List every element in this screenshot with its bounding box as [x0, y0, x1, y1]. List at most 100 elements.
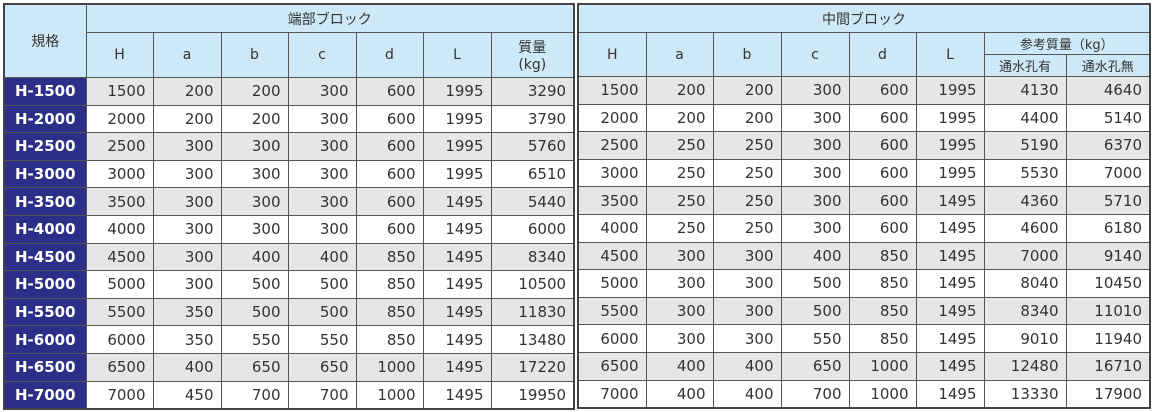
mid-col-a: a — [645, 32, 714, 77]
end-cell: 11830 — [490, 297, 575, 327]
mid-col-l: L — [915, 32, 985, 77]
mid-col-d: d — [848, 32, 917, 77]
mid-cell: 250 — [645, 158, 714, 188]
mid-cell: 200 — [645, 76, 714, 105]
mid-col-c: c — [780, 32, 850, 77]
table-row: 6500 400 400 650 1000 1495 12480 16710 — [577, 351, 1151, 381]
mid-cell: 850 — [848, 269, 917, 298]
end-cell: 1000 — [355, 352, 424, 382]
end-cell: 3790 — [490, 104, 575, 134]
end-cell: 600 — [355, 159, 424, 189]
mid-cell: 300 — [780, 103, 850, 133]
mid-cell: 300 — [645, 296, 714, 326]
end-cell: 2500 — [85, 132, 154, 161]
end-cell: 600 — [355, 214, 424, 244]
end-col-mass: 質量 (kg) — [490, 32, 575, 78]
end-cell: 1495 — [422, 380, 492, 410]
mid-cell: 4360 — [983, 186, 1067, 215]
table-row: 2000 200 200 300 600 1995 4400 5140 — [577, 103, 1151, 133]
table-row: 5000 300 300 500 850 1495 8040 10450 — [577, 269, 1151, 298]
table-row: H-4000 4000 300 300 300 600 1495 6000 — [3, 214, 575, 244]
mid-mass-with-holes: 通水孔有 — [983, 54, 1067, 77]
mid-cell: 300 — [645, 324, 714, 353]
end-cell: 6000 — [85, 325, 154, 354]
end-cell: 3500 — [85, 187, 154, 216]
table-row: H-7000 7000 450 700 700 1000 1495 19950 — [3, 380, 575, 410]
end-cell: 850 — [355, 325, 424, 354]
end-cell: 350 — [152, 297, 222, 327]
end-cell: 19950 — [490, 380, 575, 410]
mid-cell: 4640 — [1065, 76, 1151, 105]
table-row: H-5000 5000 300 500 500 850 1495 10500 — [3, 270, 575, 299]
end-col-c: c — [287, 32, 357, 78]
end-cell: 300 — [220, 214, 289, 244]
end-cell: 700 — [220, 380, 289, 410]
mid-cell: 8340 — [983, 296, 1067, 326]
end-cell: 300 — [287, 159, 357, 189]
mid-cell: 6370 — [1065, 131, 1151, 160]
spec-cell: H-2500 — [3, 132, 87, 161]
end-cell: 300 — [152, 214, 222, 244]
mid-cell: 9010 — [983, 324, 1067, 353]
mid-cell: 200 — [712, 103, 782, 133]
spec-cell: H-4500 — [3, 242, 87, 272]
table-row: 3000 250 250 300 600 1995 5530 7000 — [577, 158, 1151, 188]
end-cell: 10500 — [490, 270, 575, 299]
mid-mass-without-holes: 通水孔無 — [1065, 54, 1151, 77]
mid-cell: 6500 — [577, 351, 647, 381]
end-block-table: 規格 端部ブロック H a b c d L 質量 (kg) H-1500 1500 2… — [3, 3, 576, 411]
mid-cell: 8040 — [983, 269, 1067, 298]
end-cell: 3000 — [85, 159, 154, 189]
end-cell: 300 — [287, 104, 357, 134]
end-cell: 550 — [220, 325, 289, 354]
end-cell: 4500 — [85, 242, 154, 272]
end-cell: 1995 — [422, 132, 492, 161]
spec-cell: H-5000 — [3, 270, 87, 299]
mid-cell: 300 — [712, 324, 782, 353]
table-row: H-2000 2000 200 200 300 600 1995 3790 — [3, 104, 575, 134]
end-cell: 1495 — [422, 352, 492, 382]
mid-cell: 300 — [645, 269, 714, 298]
end-cell: 700 — [287, 380, 357, 410]
end-cell: 300 — [220, 132, 289, 161]
end-cell: 300 — [287, 77, 357, 106]
mid-cell: 1995 — [915, 131, 985, 160]
mid-cell: 300 — [712, 269, 782, 298]
end-cell: 300 — [287, 187, 357, 216]
mid-cell: 550 — [780, 324, 850, 353]
end-cell: 200 — [220, 77, 289, 106]
mid-cell: 700 — [780, 379, 850, 409]
spec-header: 規格 — [3, 3, 87, 78]
end-cell: 300 — [220, 187, 289, 216]
mid-cell: 250 — [712, 186, 782, 215]
mid-cell: 4000 — [577, 213, 647, 243]
end-col-d: d — [355, 32, 424, 78]
mid-cell: 7000 — [577, 379, 647, 409]
table-row: 3500 250 250 300 600 1495 4360 5710 — [577, 186, 1151, 215]
mid-col-h: H — [577, 32, 647, 77]
mid-cell: 1495 — [915, 324, 985, 353]
end-mass-unit: (kg) — [518, 57, 547, 73]
end-cell: 400 — [220, 242, 289, 272]
end-col-h: H — [85, 32, 154, 78]
mid-cell: 250 — [712, 158, 782, 188]
mid-cell: 1495 — [915, 269, 985, 298]
mid-cell: 600 — [848, 103, 917, 133]
end-mass-label: 質量 — [518, 40, 547, 56]
mid-cell: 1495 — [915, 241, 985, 271]
end-cell: 17220 — [490, 352, 575, 382]
end-cell: 300 — [152, 187, 222, 216]
end-cell: 1995 — [422, 77, 492, 106]
table-row: 5500 300 300 500 850 1495 8340 11010 — [577, 296, 1151, 326]
mid-cell: 600 — [848, 131, 917, 160]
end-cell: 1495 — [422, 187, 492, 216]
end-cell: 300 — [287, 132, 357, 161]
mid-cell: 1495 — [915, 379, 985, 409]
end-cell: 850 — [355, 297, 424, 327]
mid-cell: 7000 — [983, 241, 1067, 271]
end-cell: 6500 — [85, 352, 154, 382]
end-cell: 450 — [152, 380, 222, 410]
mid-cell: 5500 — [577, 296, 647, 326]
end-cell: 300 — [220, 159, 289, 189]
mid-cell: 300 — [645, 241, 714, 271]
